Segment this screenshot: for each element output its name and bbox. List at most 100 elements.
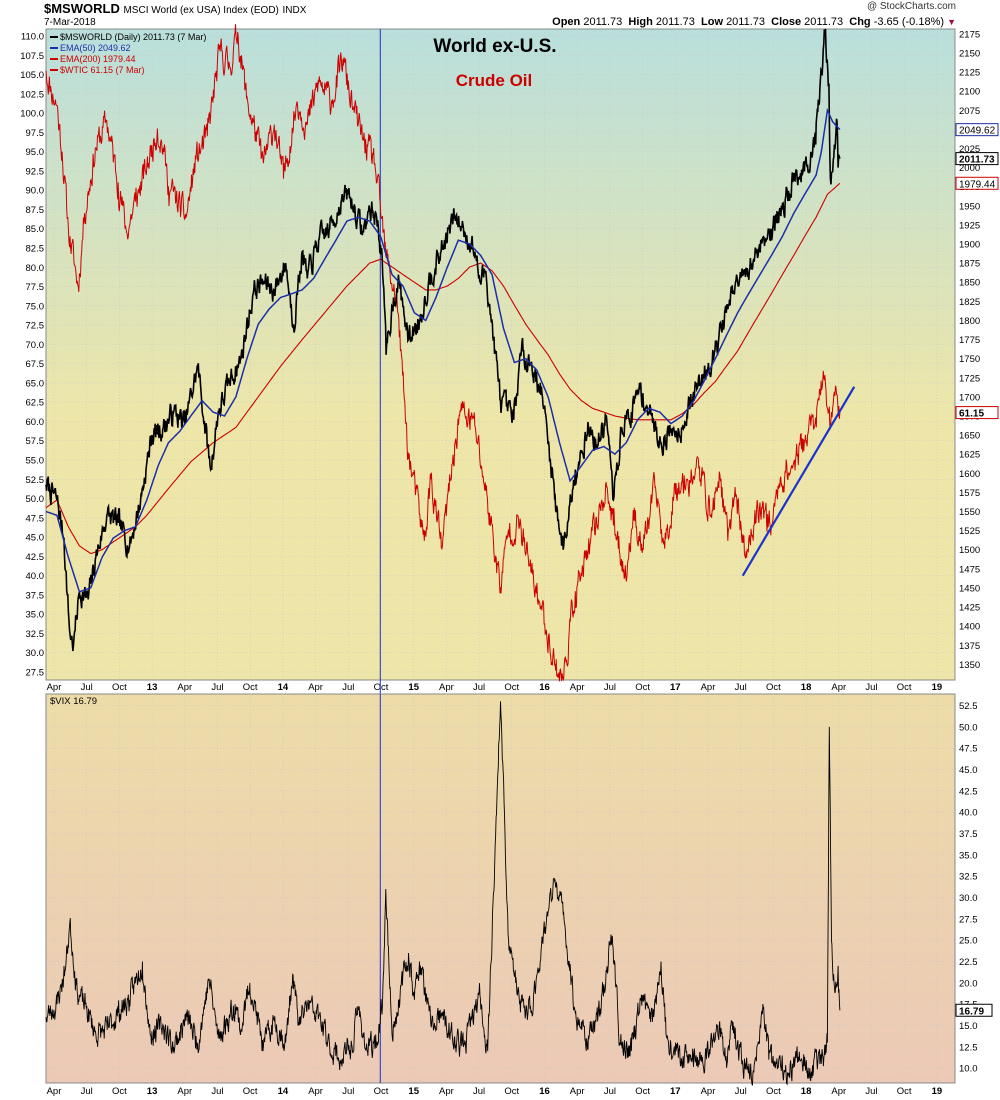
left-axis-tick-label: 65.0 <box>26 378 45 389</box>
last-value-tag-label: 2011.73 <box>959 155 995 166</box>
vix-axis-tick-label: 40.0 <box>959 808 978 819</box>
left-axis-tick-label: 32.5 <box>26 629 45 640</box>
right-axis-tick-label: 1700 <box>959 392 980 403</box>
symbol: $MSWORLD <box>44 1 120 16</box>
left-axis-tick-label: 77.5 <box>26 282 45 293</box>
vix-axis-tick-label: 35.0 <box>959 850 978 861</box>
right-axis-tick-label: 1550 <box>959 507 980 518</box>
open-value: 2011.73 <box>583 16 623 28</box>
right-axis-tick-label: 1375 <box>959 641 980 652</box>
right-axis-tick-label: 2075 <box>959 106 980 117</box>
vix-x-tick-label: Apr <box>439 1086 454 1097</box>
last-value-tag-box <box>955 176 999 190</box>
vix-axis-tick-label: 10.0 <box>959 1064 978 1075</box>
oil-trendline <box>741 386 856 577</box>
left-axis-tick-label: 95.0 <box>26 147 45 158</box>
series-line-ema200 <box>45 182 841 555</box>
main-x-tick-label: 17 <box>670 682 681 693</box>
left-axis-tick-label: 55.0 <box>26 456 45 467</box>
main-x-tick-label: Oct <box>766 682 781 693</box>
main-x-tick-label: Oct <box>374 682 389 693</box>
left-axis-tick-label: 110.0 <box>21 32 44 43</box>
vix-x-tick-label: Apr <box>701 1086 716 1097</box>
left-axis-tick-label: 60.0 <box>26 417 45 428</box>
left-axis-tick-label: 107.5 <box>20 51 44 62</box>
main-x-tick-label: Oct <box>897 682 912 693</box>
right-axis-tick-label: 1775 <box>959 335 980 346</box>
right-axis-tick-label: 2125 <box>959 68 980 79</box>
vix-x-tick-label: Jul <box>211 1086 223 1097</box>
vix-x-tick-label: Oct <box>635 1086 650 1097</box>
low-value: 2011.73 <box>726 16 766 28</box>
left-axis-tick-label: 62.5 <box>26 398 45 409</box>
main-x-tick-label: Jul <box>342 682 354 693</box>
vix-x-tick-label: 15 <box>408 1086 419 1097</box>
left-axis-tick-label: 92.5 <box>26 166 45 177</box>
left-axis-tick-label: 87.5 <box>26 205 45 216</box>
left-axis-tick-label: 105.0 <box>20 70 44 81</box>
main-x-tick-label: Jul <box>604 682 616 693</box>
last-value-tag-label: 2049.62 <box>959 126 996 137</box>
main-x-tick-label: Oct <box>635 682 650 693</box>
vix-x-tick-label: Apr <box>831 1086 846 1097</box>
main-x-tick-label: Apr <box>701 682 716 693</box>
main-x-tick-label: 13 <box>147 682 158 693</box>
vix-axis-tick-label: 12.5 <box>959 1042 978 1053</box>
vix-axis-tick-label: 37.5 <box>959 829 978 840</box>
left-axis-tick-label: 75.0 <box>26 301 45 312</box>
close-label: Close <box>771 16 802 28</box>
open-label: Open <box>552 16 581 28</box>
last-value-tag-box <box>955 123 999 137</box>
main-x-tick-label: Apr <box>177 682 192 693</box>
main-x-tick-label: Jul <box>211 682 223 693</box>
annotation-world-ex-us: World ex-U.S. <box>433 36 556 57</box>
right-axis-tick-label: 1425 <box>959 603 980 614</box>
left-axis-tick-label: 100.0 <box>20 109 44 120</box>
vix-x-tick-label: Jul <box>604 1086 616 1097</box>
high-value: 2011.73 <box>655 16 695 28</box>
vix-axis-tick-label: 52.5 <box>959 701 978 712</box>
left-axis-tick-label: 67.5 <box>26 359 45 370</box>
left-axis-tick-label: 40.0 <box>26 571 45 582</box>
last-value-tag-label: 1979.44 <box>959 179 996 190</box>
series-line-vix <box>45 701 841 1086</box>
main-x-tick-label: Jul <box>81 682 93 693</box>
last-value-tag-label: 61.15 <box>959 409 984 420</box>
low-label: Low <box>701 16 723 28</box>
vix-x-tick-label: Jul <box>342 1086 354 1097</box>
right-axis-tick-label: 1900 <box>959 240 980 251</box>
right-axis-tick-label: 1400 <box>959 622 980 633</box>
main-x-tick-label: Apr <box>308 682 323 693</box>
series-line-wtic <box>45 24 841 682</box>
vix-x-tick-label: 14 <box>278 1086 289 1097</box>
vix-x-tick-label: Apr <box>177 1086 192 1097</box>
main-x-tick-label: Jul <box>473 682 485 693</box>
main-x-tick-label: Jul <box>865 682 877 693</box>
right-axis-tick-label: 1850 <box>959 278 980 289</box>
vix-x-tick-label: 16 <box>539 1086 550 1097</box>
left-axis-tick-label: 37.5 <box>26 590 45 601</box>
left-axis-tick-label: 35.0 <box>26 610 45 621</box>
vix-axis-tick-label: 45.0 <box>959 765 978 776</box>
main-x-tick-label: Apr <box>831 682 846 693</box>
right-axis-tick-label: 1750 <box>959 354 980 365</box>
ohlc-readout: Open 2011.73 High 2011.73 Low 2011.73 Cl… <box>552 16 956 28</box>
right-axis-tick-label: 2100 <box>959 87 980 98</box>
vix-x-tick-label: Jul <box>473 1086 485 1097</box>
vix-axis-tick-label: 15.0 <box>959 1021 978 1032</box>
vix-x-tick-label: 17 <box>670 1086 681 1097</box>
main-x-tick-label: Oct <box>112 682 127 693</box>
left-axis-tick-label: 27.5 <box>26 668 45 679</box>
last-value-tag-box <box>955 152 999 166</box>
right-axis-tick-label: 1350 <box>959 660 980 671</box>
series-line-msworld <box>45 28 841 652</box>
right-axis-tick-label: 1600 <box>959 469 980 480</box>
vix-x-tick-label: Apr <box>570 1086 585 1097</box>
close-value: 2011.73 <box>804 16 844 28</box>
vix-x-tick-label: Jul <box>81 1086 93 1097</box>
right-axis-tick-label: 1650 <box>959 431 980 442</box>
right-axis-tick-label: 1450 <box>959 583 980 594</box>
vix-gridlines <box>46 694 955 1083</box>
main-x-tick-label: Apr <box>439 682 454 693</box>
